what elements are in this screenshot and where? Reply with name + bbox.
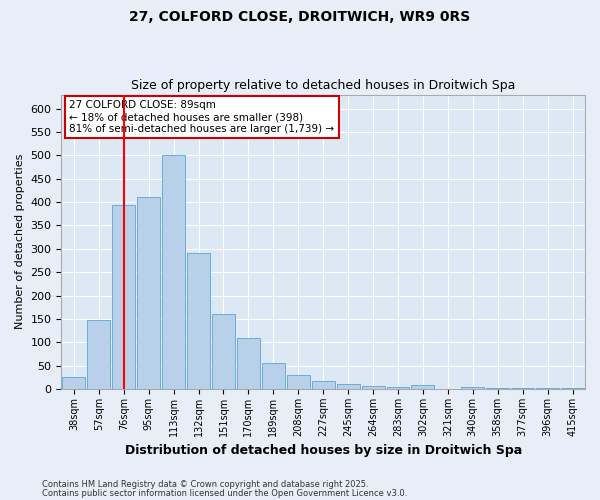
Bar xyxy=(287,375,310,389)
Bar xyxy=(187,254,210,389)
Text: 27, COLFORD CLOSE, DROITWICH, WR9 0RS: 27, COLFORD CLOSE, DROITWICH, WR9 0RS xyxy=(130,10,470,24)
Bar xyxy=(386,387,409,389)
Bar xyxy=(112,206,135,389)
Bar xyxy=(461,387,484,389)
Bar xyxy=(237,338,260,389)
Bar xyxy=(162,156,185,389)
Bar xyxy=(412,385,434,389)
Text: 27 COLFORD CLOSE: 89sqm
← 18% of detached houses are smaller (398)
81% of semi-d: 27 COLFORD CLOSE: 89sqm ← 18% of detache… xyxy=(69,100,334,134)
Bar xyxy=(486,388,509,389)
Bar xyxy=(536,388,559,389)
X-axis label: Distribution of detached houses by size in Droitwich Spa: Distribution of detached houses by size … xyxy=(125,444,522,458)
Text: Contains HM Land Registry data © Crown copyright and database right 2025.: Contains HM Land Registry data © Crown c… xyxy=(42,480,368,489)
Y-axis label: Number of detached properties: Number of detached properties xyxy=(15,154,25,330)
Text: Contains public sector information licensed under the Open Government Licence v3: Contains public sector information licen… xyxy=(42,488,407,498)
Bar xyxy=(137,198,160,389)
Bar xyxy=(212,314,235,389)
Bar xyxy=(511,388,534,389)
Bar xyxy=(337,384,359,389)
Bar xyxy=(262,364,285,389)
Bar xyxy=(62,378,85,389)
Bar xyxy=(561,388,584,389)
Bar xyxy=(362,386,385,389)
Bar xyxy=(88,320,110,389)
Title: Size of property relative to detached houses in Droitwich Spa: Size of property relative to detached ho… xyxy=(131,79,515,92)
Bar xyxy=(312,380,335,389)
